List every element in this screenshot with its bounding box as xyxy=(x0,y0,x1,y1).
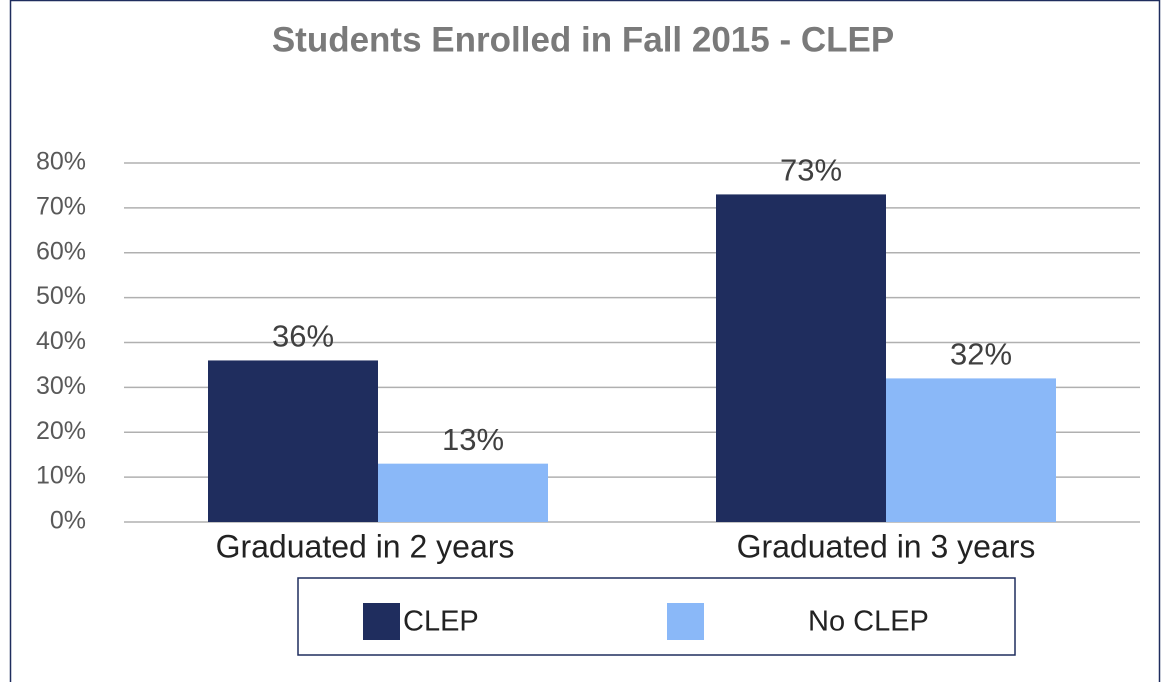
y-tick-label: 40% xyxy=(36,327,86,355)
bar xyxy=(208,360,378,522)
legend-label: No CLEP xyxy=(808,606,929,638)
legend-swatch xyxy=(667,603,704,640)
y-tick-label: 80% xyxy=(36,148,86,176)
y-tick-label: 50% xyxy=(36,282,86,310)
x-tick-label: Graduated in 2 years xyxy=(216,528,515,564)
y-tick-label: 0% xyxy=(50,507,86,535)
bar xyxy=(378,463,548,522)
y-tick-label: 70% xyxy=(36,192,86,220)
bar xyxy=(716,194,886,522)
legend-swatch xyxy=(363,603,400,640)
chart-border xyxy=(9,0,1161,682)
x-tick-label: Graduated in 3 years xyxy=(737,528,1036,564)
chart-title: Students Enrolled in Fall 2015 - CLEP xyxy=(272,20,894,59)
y-tick-label: 30% xyxy=(36,372,86,400)
value-label: 13% xyxy=(442,422,504,457)
y-tick-label: 20% xyxy=(36,417,86,445)
bar xyxy=(886,378,1056,522)
legend-box xyxy=(297,577,1016,656)
value-label: 32% xyxy=(950,337,1012,372)
value-label: 73% xyxy=(780,153,842,188)
legend-label: CLEP xyxy=(403,606,479,638)
y-tick-label: 60% xyxy=(36,237,86,265)
y-tick-label: 10% xyxy=(36,462,86,490)
value-label: 36% xyxy=(272,319,334,354)
